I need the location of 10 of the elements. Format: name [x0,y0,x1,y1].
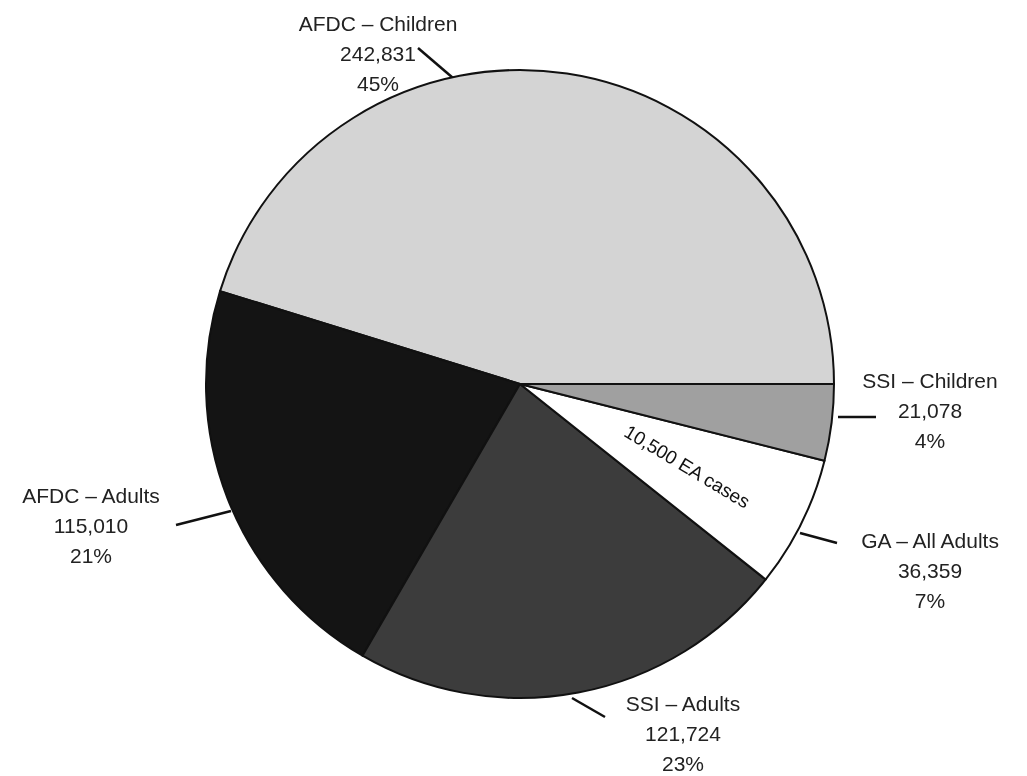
data-label: 36,359 7% [897,558,963,612]
slice-label: SSI – Adults [625,691,741,715]
data-label: 115,010 21% [53,513,129,567]
slice-label: AFDC – Adults [22,483,160,507]
slice-label: AFDC – Children [298,11,458,35]
slice-label: SSI – Children [862,368,998,392]
data-label: 21,078 4% [897,398,963,452]
slice-label: GA – All Adults [861,528,999,552]
data-label: 242,831 45% [340,41,416,95]
data-label: 121,724 23% [645,721,722,775]
